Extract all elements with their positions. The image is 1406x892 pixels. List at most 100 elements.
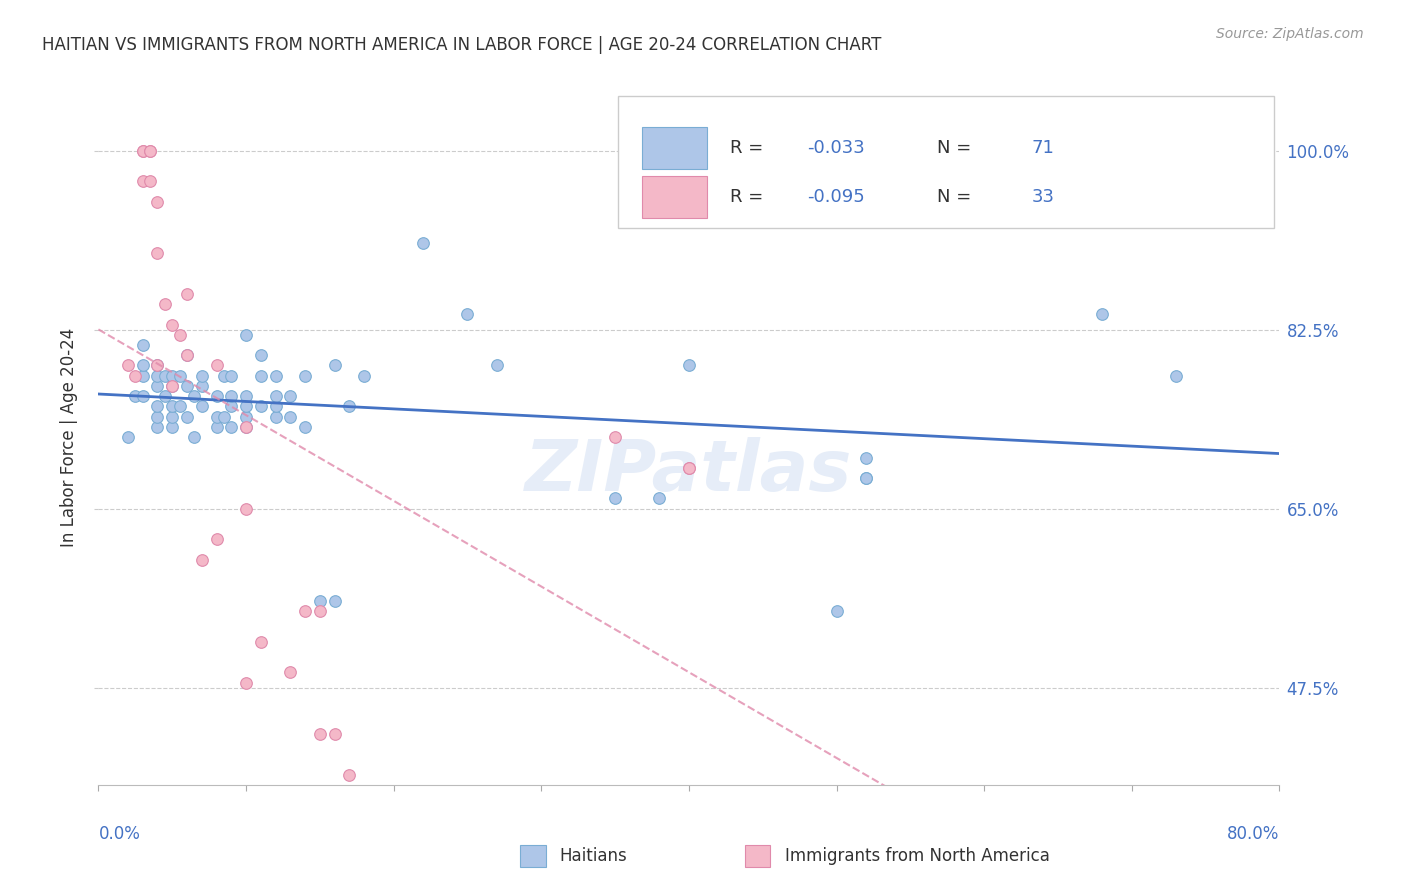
Point [153, 389, 176, 403]
Point [153, 368, 176, 383]
Point [323, 594, 346, 608]
Point [191, 553, 214, 567]
Point [162, 400, 183, 414]
Bar [520, 845, 546, 867]
Point [162, 420, 183, 434]
Point [132, 389, 155, 403]
FancyBboxPatch shape [641, 128, 707, 169]
Text: R =: R = [730, 188, 769, 206]
Point [219, 400, 242, 414]
Point [205, 359, 228, 373]
Text: HAITIAN VS IMMIGRANTS FROM NORTH AMERICA IN LABOR FORCE | AGE 20-24 CORRELATION : HAITIAN VS IMMIGRANTS FROM NORTH AMERICA… [42, 36, 882, 54]
Point [146, 194, 169, 209]
Text: 0.0%: 0.0% [98, 825, 141, 843]
Point [212, 368, 235, 383]
Text: Haitians: Haitians [560, 847, 627, 865]
Point [124, 389, 146, 403]
Text: -0.033: -0.033 [807, 139, 865, 157]
Point [205, 409, 228, 424]
Point [124, 368, 146, 383]
Point [219, 420, 242, 434]
Point [678, 460, 700, 475]
Point [323, 359, 346, 373]
Point [339, 400, 360, 414]
Point [235, 400, 257, 414]
Point [235, 327, 257, 342]
Point [176, 286, 198, 301]
Point [855, 471, 877, 485]
Point [278, 665, 302, 680]
Point [176, 409, 198, 424]
Point [132, 144, 155, 158]
Point [146, 409, 169, 424]
Point [139, 174, 162, 188]
Point [146, 420, 169, 434]
Point [146, 368, 169, 383]
Point [235, 675, 257, 690]
Point [294, 604, 316, 618]
Point [825, 604, 848, 618]
Point [205, 420, 228, 434]
Point [117, 430, 139, 444]
Text: 33: 33 [1032, 188, 1054, 206]
Point [191, 400, 214, 414]
Point [235, 501, 257, 516]
Point [1091, 307, 1114, 321]
Point [169, 327, 191, 342]
Point [176, 348, 198, 362]
Point [678, 460, 700, 475]
Point [162, 368, 183, 383]
Point [294, 420, 316, 434]
Point [1164, 368, 1187, 383]
Point [191, 368, 214, 383]
Point [264, 409, 287, 424]
Point [132, 368, 155, 383]
Point [264, 400, 287, 414]
Point [309, 594, 332, 608]
Point [250, 348, 273, 362]
Point [250, 634, 273, 648]
Point [678, 359, 700, 373]
Point [153, 297, 176, 311]
Y-axis label: In Labor Force | Age 20-24: In Labor Force | Age 20-24 [60, 327, 79, 547]
Text: ZIPatlas: ZIPatlas [526, 437, 852, 507]
Point [162, 379, 183, 393]
Point [250, 400, 273, 414]
Text: N =: N = [936, 188, 977, 206]
Point [605, 430, 627, 444]
Point [162, 318, 183, 332]
Point [264, 368, 287, 383]
Point [648, 491, 671, 506]
Point [162, 379, 183, 393]
Point [132, 174, 155, 188]
Point [176, 379, 198, 393]
Point [132, 144, 155, 158]
Point [162, 409, 183, 424]
Point [191, 379, 214, 393]
Point [235, 409, 257, 424]
Point [212, 409, 235, 424]
Text: 71: 71 [1032, 139, 1054, 157]
Bar [745, 845, 770, 867]
Text: Source: ZipAtlas.com: Source: ZipAtlas.com [1216, 27, 1364, 41]
Point [855, 471, 877, 485]
Point [146, 246, 169, 260]
Point [219, 389, 242, 403]
Point [176, 348, 198, 362]
Point [235, 420, 257, 434]
Point [235, 420, 257, 434]
Point [219, 368, 242, 383]
Point [205, 389, 228, 403]
Text: 80.0%: 80.0% [1227, 825, 1279, 843]
Point [294, 368, 316, 383]
Point [309, 727, 332, 741]
Point [264, 389, 287, 403]
Text: -0.095: -0.095 [807, 188, 865, 206]
Text: R =: R = [730, 139, 769, 157]
Point [278, 409, 302, 424]
FancyBboxPatch shape [641, 177, 707, 218]
Point [132, 338, 155, 352]
Point [235, 389, 257, 403]
Point [456, 307, 478, 321]
Point [139, 144, 162, 158]
